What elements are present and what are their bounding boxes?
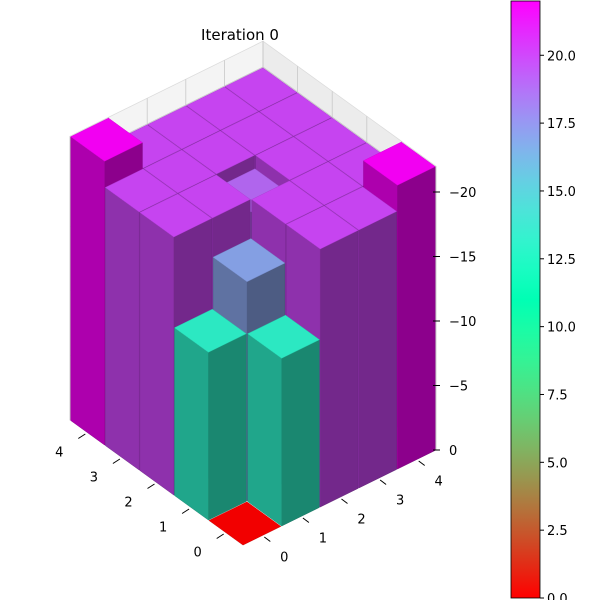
bar-face-front [70, 136, 105, 446]
colorbar-tick-label: 12.5 [547, 253, 576, 268]
colorbar-tick-label: 5.0 [547, 456, 568, 471]
axis-ticks: 0 1 2 3 4 0 1 2 3 4 0 −5 −10 −15 −20 [55, 186, 476, 566]
grid-line [69, 66, 437, 193]
bar-face-front [174, 327, 209, 521]
bar-face-top [182, 130, 255, 175]
z-tick-label: −20 [449, 186, 476, 201]
x-tick-label: 1 [159, 521, 167, 536]
bar-0-1 [247, 314, 320, 527]
bar-face-top [212, 238, 286, 282]
y-tick-label: 3 [396, 494, 404, 509]
bar-face-top [293, 117, 367, 162]
bar-face-left [358, 210, 397, 489]
colorbar-tick-label: 20.0 [547, 49, 576, 64]
colorbar-gradient [510, 0, 541, 599]
bar-face-top [139, 193, 213, 238]
bar-face-top [255, 136, 328, 181]
x-tick [78, 433, 86, 439]
chart-title: Iteration 0 [201, 26, 279, 44]
bar-face-top [104, 168, 178, 213]
bar-face-top [186, 86, 259, 131]
z-tick-label: −15 [449, 251, 476, 266]
bar-1-0 [174, 308, 247, 521]
bar-face-top [220, 111, 294, 156]
y-tick [379, 479, 387, 485]
bar-face-top [178, 174, 251, 219]
y-tick [302, 517, 310, 523]
x-tick [181, 508, 190, 514]
x-tick-label: 2 [124, 496, 132, 511]
bar-face-top [70, 117, 143, 162]
x-tick [147, 483, 155, 489]
bar-face-top [143, 149, 217, 194]
x-tick-label: 0 [194, 546, 202, 561]
y-tick-label: 2 [357, 513, 365, 528]
colorbar-tick-label: 17.5 [547, 117, 576, 132]
colorbar-tick-label: 2.5 [547, 524, 568, 539]
bar-face-top [147, 105, 221, 150]
bar-face-left [281, 339, 320, 527]
bar-face-left [397, 166, 436, 470]
bar-face-top [285, 205, 359, 250]
colorbar-tick-label: 15.0 [547, 185, 576, 200]
y-tick [263, 536, 271, 542]
colorbar-tick-label: 10.0 [547, 321, 576, 336]
bar-face-front [105, 187, 140, 471]
z-tick-label: −10 [449, 315, 476, 330]
colorbar: 0.0 2.5 5.0 7.5 10.0 12.5 15.0 17.5 20.0 [510, 0, 576, 600]
colorbar-tick-label: 7.5 [547, 388, 568, 403]
z-tick-label: −5 [449, 380, 468, 395]
y-tick-label: 0 [280, 551, 288, 566]
bar-face-top [247, 314, 320, 359]
x-tick-label: 4 [55, 446, 63, 461]
bar-face-top [224, 67, 298, 112]
bar-face-top [363, 141, 436, 186]
bar-face-top [208, 501, 282, 546]
bar-face-top [174, 308, 247, 353]
bar-0-0 [208, 501, 282, 546]
bar-face-top [251, 180, 324, 225]
bar-face-left [208, 333, 247, 521]
bar-face-top [289, 161, 363, 206]
colorbar-tick-label: 0.0 [547, 592, 568, 600]
y-tick-label: 4 [435, 475, 443, 490]
x-tick [112, 458, 121, 464]
x-tick-label: 3 [90, 471, 98, 486]
bar-face-top [259, 92, 332, 137]
bar-face-top [324, 186, 398, 231]
bars-group [70, 67, 436, 546]
bar-face-front [139, 212, 175, 496]
x-tick [216, 533, 224, 539]
bar-face-front [247, 333, 282, 527]
y-tick [341, 498, 348, 504]
y-tick-label: 1 [319, 532, 327, 547]
z-tick-label: 0 [449, 444, 457, 459]
y-tick [418, 460, 426, 466]
bar-face-left [319, 229, 359, 508]
